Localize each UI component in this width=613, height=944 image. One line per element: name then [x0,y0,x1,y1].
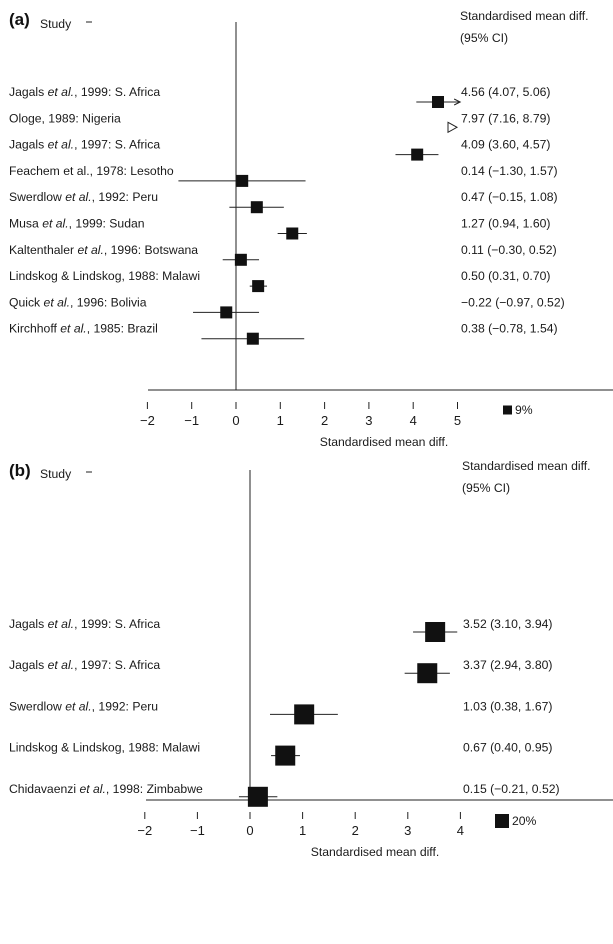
study-label: Swerdlow et al., 1992: Peru [9,699,158,713]
x-tick-label: 2 [321,413,328,428]
x-tick-label: 4 [457,823,464,838]
legend-square [495,814,509,828]
study-row: Kaltenthaler et al., 1996: Botswana 0.11 … [9,243,557,266]
x-tick-label: −2 [140,413,155,428]
point-estimate [247,786,268,807]
study-column-header: Study [40,17,72,31]
ci-text: 0.38 (−0.78, 1.54) [461,322,558,336]
x-axis-label: Standardised mean diff. [320,435,449,449]
legend-label: 20% [512,814,537,828]
panel-a: (a) Study Standardised mean diff. (95% CI) −… [9,9,613,449]
x-tick-label: 0 [246,823,253,838]
effect-column-header: (95% CI) [462,481,510,495]
study-row: Lindskog & Lindskog, 1988: Malawi 0.50 (0… [9,269,550,293]
study-label: Lindskog & Lindskog, 1988: Malawi [9,741,200,755]
ci-text: 0.47 (−0.15, 1.08) [461,190,558,204]
ci-text: 4.09 (3.60, 4.57) [461,138,550,152]
point-estimate [250,201,263,214]
point-estimate [236,174,249,187]
x-tick-label: 2 [352,823,359,838]
study-label: Jagals et al., 1999: S. Africa [9,85,160,99]
study-row: Musa et al., 1999: Sudan 1.27 (0.94, 1.60… [9,217,550,240]
point-estimate [294,704,315,725]
study-row: Ologe, 1989: Nigeria 7.97 (7.16, 8.79) [9,111,550,134]
ci-text: 0.50 (0.31, 0.70) [461,269,550,283]
study-column-header: Study [40,467,72,481]
effect-column-header: Standardised mean diff. [460,9,589,23]
study-label: Swerdlow et al., 1992: Peru [9,190,158,204]
ci-text: −0.22 (−0.97, 0.52) [461,295,565,309]
ci-text: 0.11 (−0.30, 0.52) [461,243,557,257]
ci-text: 3.37 (2.94, 3.80) [463,658,552,672]
study-row: Jagals et al., 1997: S. Africa 3.37 (2.94… [9,658,552,684]
point-estimate [425,622,446,642]
study-label: Jagals et al., 1999: S. Africa [9,617,160,631]
study-label: Lindskog & Lindskog, 1988: Malawi [9,269,200,283]
x-tick-label: 1 [277,413,284,428]
study-label: Feachem et al., 1978: Lesotho [9,164,174,178]
study-row: Quick et al., 1996: Bolivia −0.22 (−0.97,… [9,295,565,319]
study-label: Jagals et al., 1997: S. Africa [9,658,160,672]
study-row: Jagals et al., 1999: S. Africa 4.56 (4.07… [9,85,550,108]
panel-label: (a) [9,10,30,29]
x-tick-label: 3 [365,413,372,428]
x-axis-label: Standardised mean diff. [311,845,440,859]
study-row: Swerdlow et al., 1992: Peru 0.47 (−0.15, … [9,190,558,214]
study-label: Musa et al., 1999: Sudan [9,217,145,231]
x-tick-label: −1 [184,413,199,428]
x-tick-label: 3 [404,823,411,838]
ci-text: 0.15 (−0.21, 0.52) [463,782,560,796]
study-label: Quick et al., 1996: Bolivia [9,295,147,309]
legend-label: 9% [515,403,533,417]
x-tick-label: 4 [410,413,417,428]
panel-label: (b) [9,461,31,480]
point-estimate [275,745,296,766]
off-scale-arrow [447,121,459,134]
x-tick-label: 1 [299,823,306,838]
study-label: Kirchhoff et al., 1985: Brazil [9,322,158,336]
x-tick-label: −1 [190,823,205,838]
ci-text: 1.03 (0.38, 1.67) [463,699,552,713]
ci-text: 4.56 (4.07, 5.06) [461,85,550,99]
point-estimate [432,96,445,108]
point-estimate [252,280,265,293]
effect-column-header: Standardised mean diff. [462,459,591,473]
study-row: Jagals et al., 1999: S. Africa 3.52 (3.10… [9,617,552,642]
study-label: Jagals et al., 1997: S. Africa [9,138,160,152]
ci-text: 7.97 (7.16, 8.79) [461,111,550,125]
study-row: Kirchhoff et al., 1985: Brazil 0.38 (−0.7… [9,322,558,345]
study-label: Ologe, 1989: Nigeria [9,111,121,125]
x-tick-label: −2 [137,823,152,838]
x-tick-label: 0 [232,413,239,428]
x-tick-label: 5 [454,413,461,428]
point-estimate [286,227,299,240]
point-estimate [417,663,438,684]
study-row: Feachem et al., 1978: Lesotho 0.14 (−1.30… [9,164,558,187]
point-estimate [234,253,247,266]
ci-text: 0.14 (−1.30, 1.57) [461,164,558,178]
effect-column-header: (95% CI) [460,31,508,45]
point-estimate [220,306,233,319]
study-label: Kaltenthaler et al., 1996: Botswana [9,243,198,257]
panel-b: (b) Study Standardised mean diff. (95% CI) −… [9,459,613,859]
ci-text: 0.67 (0.40, 0.95) [463,741,552,755]
ci-text: 3.52 (3.10, 3.94) [463,617,552,631]
ci-arrow [453,98,462,106]
study-row: Jagals et al., 1997: S. Africa 4.09 (3.60… [9,138,550,161]
point-estimate [411,148,424,161]
legend-square [503,405,512,415]
point-estimate [246,332,259,345]
study-row: Chidavaenzi et al., 1998: Zimbabwe 0.15 (… [9,782,560,807]
ci-text: 1.27 (0.94, 1.60) [461,217,550,231]
study-label: Chidavaenzi et al., 1998: Zimbabwe [9,782,203,796]
study-row: Swerdlow et al., 1992: Peru 1.03 (0.38, 1… [9,699,552,725]
study-row: Lindskog & Lindskog, 1988: Malawi 0.67 (0… [9,741,552,766]
